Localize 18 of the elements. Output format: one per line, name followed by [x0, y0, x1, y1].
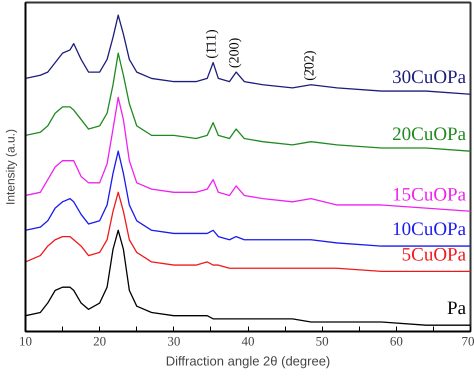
series-label: 5CuOPa: [402, 244, 467, 266]
x-tick-label: 10: [19, 334, 32, 348]
x-axis-title: Diffraction angle 2θ (degree): [166, 354, 330, 368]
series-label: 30CuOPa: [392, 67, 467, 88]
annotation: (200): [228, 37, 243, 68]
x-tick-label: 70: [462, 334, 474, 348]
y-axis-title: Intensity (a.u.): [4, 128, 18, 206]
series-label: 15CuOPa: [392, 184, 467, 206]
series-label: 20CuOPa: [392, 124, 467, 146]
x-tick-label: 30: [167, 334, 180, 348]
x-tick-label: 60: [390, 334, 403, 348]
annotation: (1̄11): [204, 28, 220, 59]
x-tick-label: 50: [316, 334, 329, 348]
series-label: Pa: [447, 298, 467, 320]
annotation: (2̄02): [302, 50, 318, 81]
series-label: 10CuOPa: [392, 219, 467, 240]
x-tick-label: 40: [242, 334, 254, 348]
x-tick-label: 20: [93, 334, 106, 348]
